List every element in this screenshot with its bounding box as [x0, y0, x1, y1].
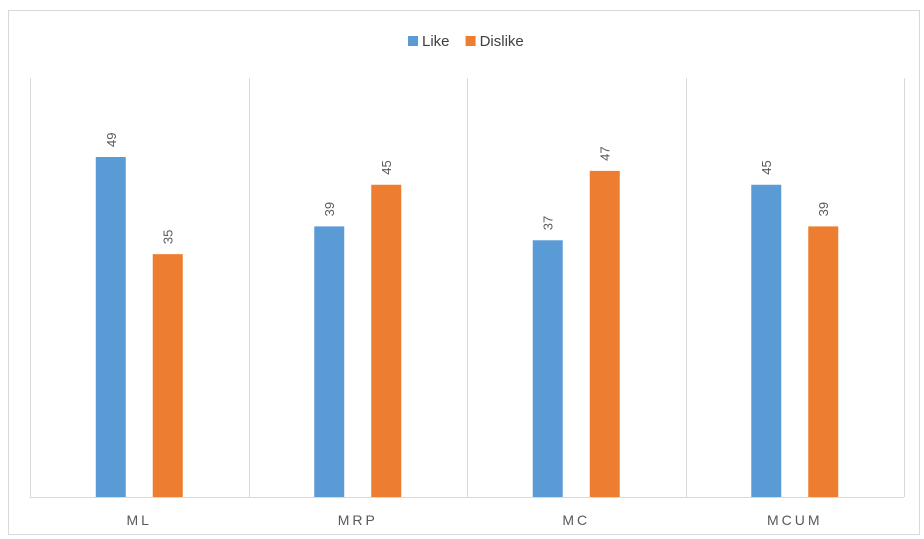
legend: Like Dislike	[408, 33, 524, 50]
bar-dislike-mrp	[371, 184, 402, 497]
x-tick-label: ML	[127, 512, 152, 528]
bar-dislike-mc	[589, 170, 620, 497]
bar-like-ml	[95, 157, 126, 497]
data-label: 35	[161, 230, 176, 244]
bar-like-mrp	[314, 226, 345, 497]
data-label: 45	[759, 160, 774, 174]
x-tick-label: MRP	[338, 512, 378, 528]
data-label: 49	[104, 133, 119, 147]
plot-area: 49 35 ML 39 45 MRP 37 47 MC 45 39 MCUM	[30, 78, 905, 528]
data-label: 39	[322, 202, 337, 216]
bar-dislike-mcum	[808, 226, 839, 497]
bar-dislike-ml	[152, 254, 183, 497]
data-label: 47	[598, 146, 613, 160]
x-tick-label: MCUM	[767, 512, 823, 528]
bar-like-mc	[532, 240, 563, 497]
data-label: 45	[379, 160, 394, 174]
data-label: 37	[541, 216, 556, 230]
x-tick-label: MC	[562, 512, 590, 528]
legend-swatch-dislike	[465, 36, 476, 46]
bar-like-mcum	[751, 184, 782, 497]
legend-label-like: Like	[422, 33, 450, 50]
legend-label-dislike: Dislike	[480, 33, 524, 50]
data-label: 39	[816, 202, 831, 216]
legend-swatch-like	[408, 36, 418, 46]
